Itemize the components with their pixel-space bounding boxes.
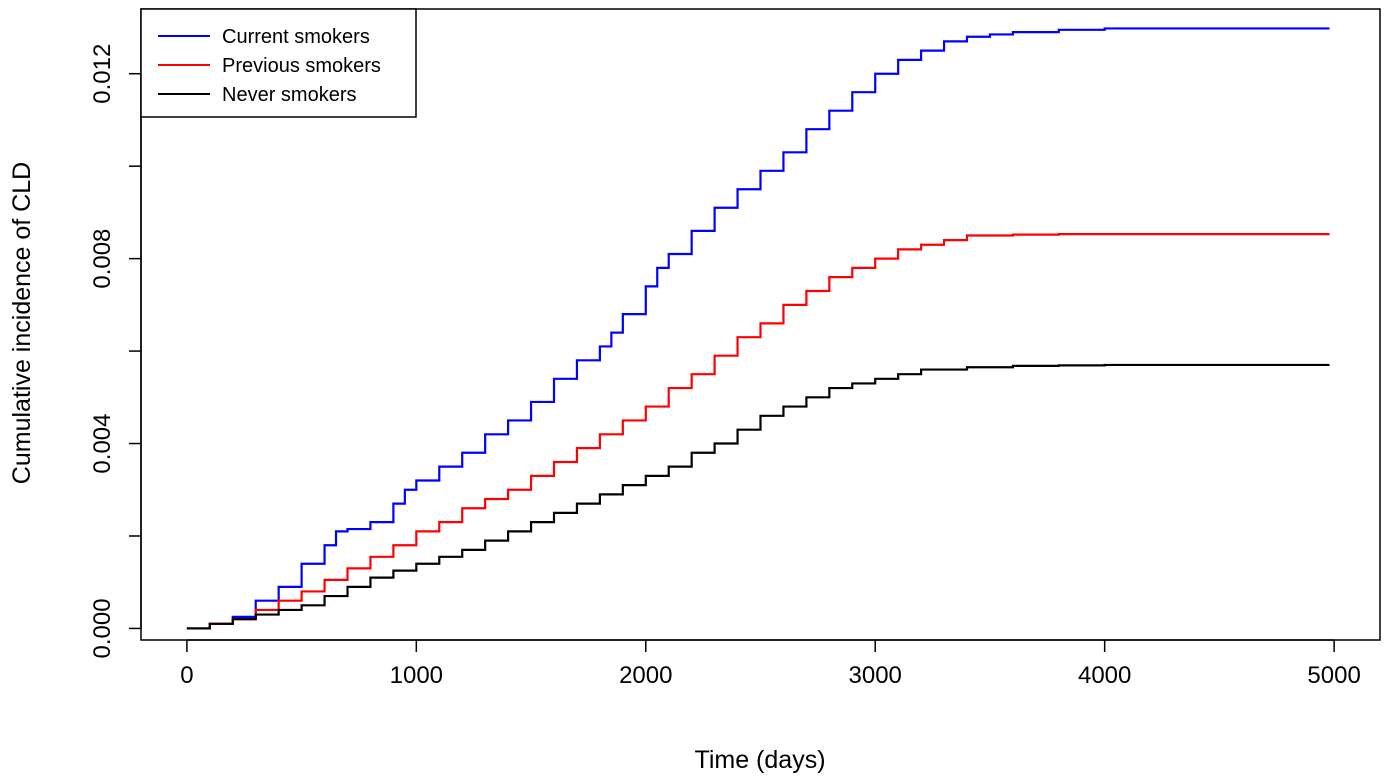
legend-box [140, 8, 417, 118]
x-tick-label: 3000 [849, 662, 902, 689]
series-line-2 [186, 363, 1330, 630]
series-layer [186, 27, 1330, 630]
series-line-0 [186, 27, 1330, 630]
x-axis: 0 1000 2000 3000 4000 5000 [180, 639, 1361, 689]
y-tick-label: 0.008 [89, 229, 116, 289]
y-axis: 0.000 0.004 0.008 0.012 [89, 44, 142, 658]
x-tick-label: 5000 [1307, 662, 1360, 689]
x-axis-title: Time (days) [694, 746, 825, 774]
x-tick-label: 0 [180, 662, 193, 689]
legend: Current smokers Previous smokers Never smo… [140, 8, 417, 118]
x-tick-label: 4000 [1078, 662, 1131, 689]
x-tick-label: 1000 [390, 662, 443, 689]
legend-label: Previous smokers [222, 55, 381, 77]
series-line-1 [186, 233, 1330, 630]
y-tick-label: 0.012 [89, 44, 116, 104]
y-tick-label: 0.004 [89, 414, 116, 474]
y-tick-label: 0.000 [89, 598, 116, 658]
legend-label: Current smokers [222, 26, 370, 48]
x-tick-label: 2000 [619, 662, 672, 689]
y-axis-title: Cumulative incidence of CLD [8, 162, 36, 484]
legend-label: Never smokers [222, 84, 356, 106]
